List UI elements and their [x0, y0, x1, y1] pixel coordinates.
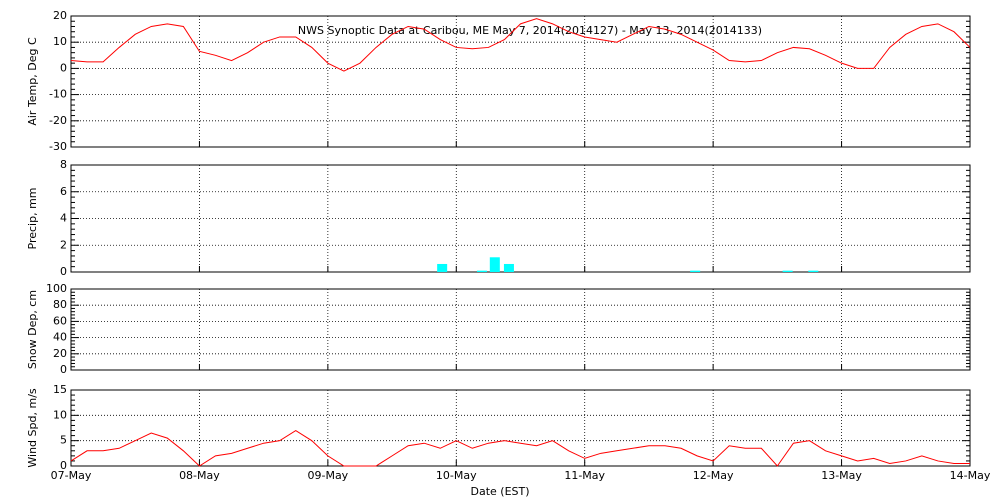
y-tick-label: 10: [53, 35, 67, 48]
y-tick-label: 40: [53, 331, 67, 344]
y-tick-label: 20: [53, 9, 67, 22]
x-axis-label: Date (EST): [470, 485, 529, 498]
y-axis-label: Snow Dep, cm: [26, 290, 39, 369]
plot-frame: [70, 15, 971, 148]
bar: [690, 270, 701, 272]
y-axis-label: Precip, mm: [26, 188, 39, 250]
x-tick-label: 07-May: [51, 469, 92, 482]
y-tick-label: -30: [49, 140, 67, 153]
y-tick-label: 0: [60, 265, 67, 278]
x-tick-label: 08-May: [179, 469, 220, 482]
y-tick-label: 5: [60, 434, 67, 447]
y-axis-label: Air Temp, Deg C: [26, 37, 39, 126]
y-tick-label: -10: [49, 88, 67, 101]
plot-frame: [70, 389, 971, 467]
y-tick-label: -20: [49, 114, 67, 127]
bar: [437, 263, 448, 272]
x-tick-label: 09-May: [307, 469, 348, 482]
y-tick-label: 4: [60, 212, 67, 225]
y-tick-label: 80: [53, 298, 67, 311]
bar: [489, 257, 500, 272]
x-tick-label: 11-May: [564, 469, 605, 482]
bar: [782, 270, 793, 272]
y-axis-label: Wind Spd, m/s: [26, 388, 39, 468]
y-tick-label: 60: [53, 314, 67, 327]
y-tick-label: 6: [60, 185, 67, 198]
bar: [503, 263, 514, 272]
y-tick-label: 0: [60, 363, 67, 376]
y-tick-label: 15: [53, 383, 67, 396]
y-tick-label: 0: [60, 459, 67, 472]
plot-frame: [70, 288, 971, 371]
y-tick-label: 0: [60, 61, 67, 74]
y-tick-label: 100: [46, 282, 67, 295]
plot-frame: [70, 164, 971, 273]
y-tick-label: 2: [60, 238, 67, 251]
x-tick-label: 12-May: [693, 469, 734, 482]
bar: [476, 270, 487, 272]
y-tick-label: 8: [60, 158, 67, 171]
x-tick-label: 13-May: [821, 469, 862, 482]
bar: [808, 270, 819, 272]
x-tick-label: 14-May: [950, 469, 991, 482]
data-line: [70, 429, 970, 467]
y-tick-label: 20: [53, 347, 67, 360]
x-tick-label: 10-May: [436, 469, 477, 482]
data-line: [70, 18, 971, 72]
chart-title: NWS Synoptic Data at Caribou, ME May 7, …: [298, 24, 762, 37]
y-tick-label: 10: [53, 408, 67, 421]
